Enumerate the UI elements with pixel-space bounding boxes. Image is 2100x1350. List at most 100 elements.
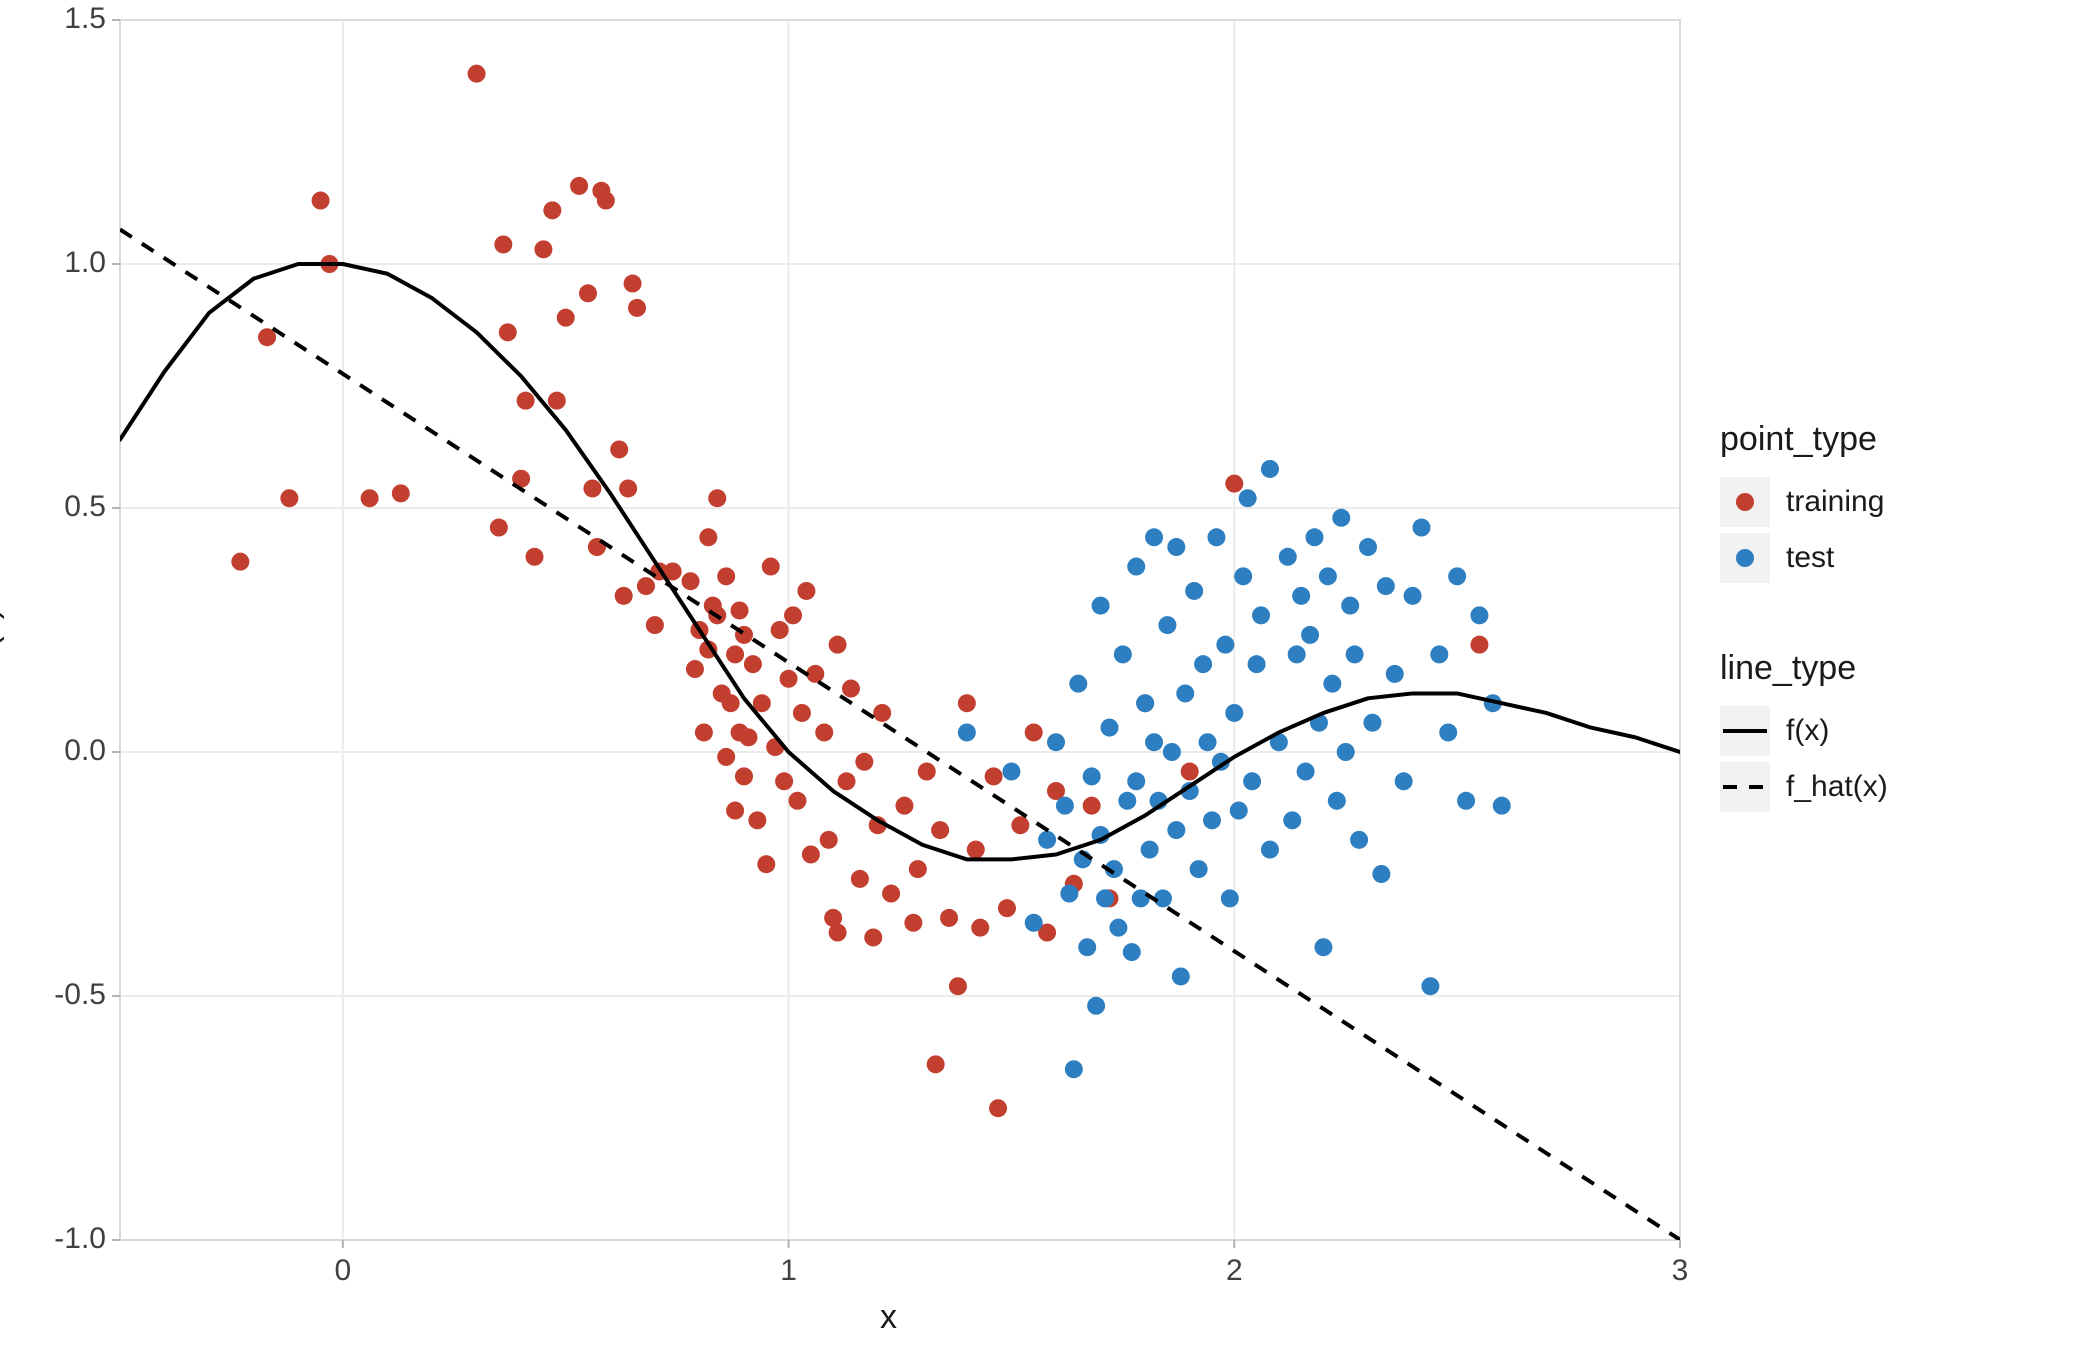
legend-point-row: test <box>1720 533 1888 583</box>
training-point <box>699 528 717 546</box>
training-point <box>958 694 976 712</box>
legend-point-type: point_type trainingtest <box>1720 420 1888 589</box>
test-point <box>1359 538 1377 556</box>
training-point <box>775 772 793 790</box>
training-point <box>619 479 637 497</box>
training-point <box>744 655 762 673</box>
training-point <box>820 831 838 849</box>
test-point <box>958 723 976 741</box>
test-point <box>1207 528 1225 546</box>
test-point <box>1145 733 1163 751</box>
training-point <box>931 821 949 839</box>
test-point <box>1319 567 1337 585</box>
y-axis-title: f(x) <box>0 608 6 657</box>
test-point <box>1372 865 1390 883</box>
training-point <box>361 489 379 507</box>
test-point <box>1190 860 1208 878</box>
test-point <box>1154 889 1172 907</box>
test-point <box>1109 919 1127 937</box>
test-point <box>1083 767 1101 785</box>
test-point <box>1078 938 1096 956</box>
training-point <box>1225 475 1243 493</box>
test-point <box>1123 943 1141 961</box>
test-point <box>1252 606 1270 624</box>
test-point <box>1395 772 1413 790</box>
training-point <box>695 723 713 741</box>
y-tick-label: 0.5 <box>16 490 106 524</box>
test-point <box>1337 743 1355 761</box>
training-point <box>731 601 749 619</box>
training-point <box>526 548 544 566</box>
training-point <box>829 924 847 942</box>
training-point <box>1181 763 1199 781</box>
test-point <box>1439 723 1457 741</box>
test-point <box>1230 802 1248 820</box>
training-point <box>726 802 744 820</box>
test-point <box>1176 684 1194 702</box>
training-point <box>909 860 927 878</box>
training-point <box>628 299 646 317</box>
legend-line-label: f_hat(x) <box>1786 770 1888 804</box>
test-point <box>1167 538 1185 556</box>
training-point <box>873 704 891 722</box>
training-point <box>686 660 704 678</box>
test-point <box>1457 792 1475 810</box>
training-point <box>739 728 757 746</box>
test-point <box>1448 567 1466 585</box>
test-point <box>1301 626 1319 644</box>
test-point <box>1127 772 1145 790</box>
legend-point-key <box>1720 477 1770 527</box>
test-point <box>1056 797 1074 815</box>
training-point <box>757 855 775 873</box>
test-point <box>1332 509 1350 527</box>
training-point <box>548 392 566 410</box>
test-point <box>1341 597 1359 615</box>
test-point <box>1306 528 1324 546</box>
test-point <box>1221 889 1239 907</box>
test-point <box>1421 977 1439 995</box>
y-tick-label: -1.0 <box>16 1222 106 1256</box>
legend-line-row: f(x) <box>1720 706 1888 756</box>
training-point <box>864 928 882 946</box>
training-point <box>793 704 811 722</box>
test-point <box>1314 938 1332 956</box>
test-point <box>1404 587 1422 605</box>
test-point <box>1145 528 1163 546</box>
training-point <box>989 1099 1007 1117</box>
test-point <box>1087 997 1105 1015</box>
training-point <box>583 479 601 497</box>
training-point <box>882 885 900 903</box>
legend-line-title: line_type <box>1720 649 1888 688</box>
test-point <box>1141 841 1159 859</box>
training-point <box>1470 636 1488 654</box>
training-point <box>802 845 820 863</box>
training-point <box>231 553 249 571</box>
training-point <box>855 753 873 771</box>
x-tick-label: 3 <box>1650 1254 1710 1288</box>
y-tick-label: 0.0 <box>16 734 106 768</box>
training-point <box>829 636 847 654</box>
test-point <box>1377 577 1395 595</box>
test-point <box>1203 811 1221 829</box>
training-point <box>494 235 512 253</box>
legend-point-items: trainingtest <box>1720 477 1888 583</box>
test-point <box>1386 665 1404 683</box>
training-point <box>1083 797 1101 815</box>
training-point <box>392 484 410 502</box>
y-tick-label: 1.5 <box>16 2 106 36</box>
legend-line-type: line_type f(x) f_hat(x) <box>1720 649 1888 818</box>
training-point <box>940 909 958 927</box>
test-point <box>1096 889 1114 907</box>
x-tick-label: 2 <box>1204 1254 1264 1288</box>
training-point <box>682 572 700 590</box>
legend-line-key <box>1720 706 1770 756</box>
test-point <box>1194 655 1212 673</box>
test-point <box>1243 772 1261 790</box>
training-point <box>949 977 967 995</box>
legend-line-items: f(x) f_hat(x) <box>1720 706 1888 812</box>
legend-line-key <box>1720 762 1770 812</box>
test-point <box>1297 763 1315 781</box>
training-point <box>895 797 913 815</box>
training-point <box>615 587 633 605</box>
legend-point-key <box>1720 533 1770 583</box>
